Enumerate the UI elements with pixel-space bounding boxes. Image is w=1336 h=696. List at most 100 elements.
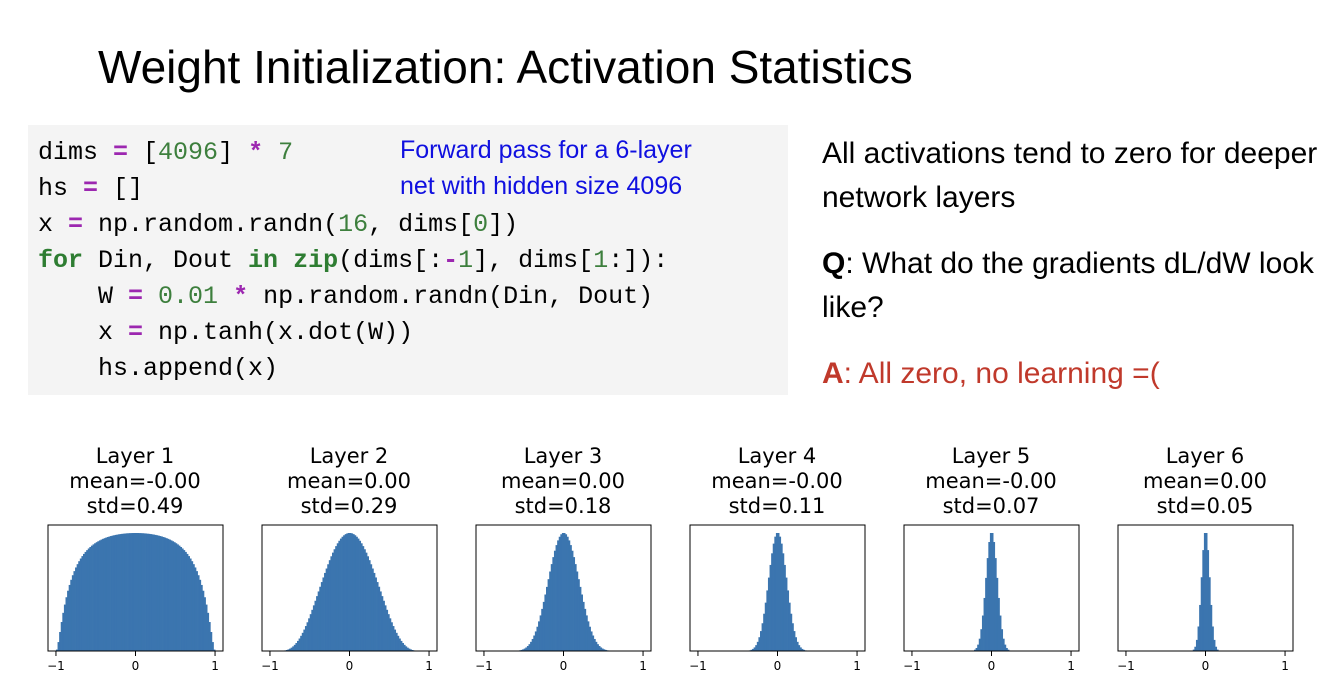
histogram-bar (73, 571, 76, 651)
histogram-bar (135, 533, 138, 651)
histogram-bar (1205, 533, 1208, 651)
histogram-bar (406, 647, 409, 651)
histogram-bar (600, 647, 603, 651)
histogram-bars (972, 533, 1011, 651)
histogram-bar (585, 615, 588, 651)
histogram-bar (105, 537, 108, 651)
histogram-bar (79, 558, 82, 651)
histogram-bar (322, 577, 325, 651)
observation-text: All activations tend to zero for deeper … (822, 137, 1318, 214)
histogram-bar (790, 613, 793, 651)
histogram-bar (536, 626, 539, 651)
chart-std-label: std=0.07 (942, 494, 1040, 518)
histogram-bar (996, 577, 999, 651)
histogram-bar (65, 597, 68, 651)
histogram-bar (1213, 639, 1216, 651)
histogram-bar (539, 615, 542, 651)
histogram-bar (138, 533, 141, 651)
code-line: dims = [4096] * 7 (38, 135, 668, 171)
x-tick-label: −1 (689, 659, 707, 673)
histogram-bar (367, 556, 369, 651)
histogram-bar (1208, 577, 1211, 651)
histogram-chart: −1 0 1 (903, 524, 1080, 673)
histogram-bar (983, 597, 986, 651)
histogram-bar (573, 557, 576, 651)
histogram-bar (89, 546, 92, 651)
x-tick-label: 1 (211, 659, 219, 673)
code-token: * (233, 282, 249, 311)
code-token: 7 (278, 138, 294, 167)
histogram-bar (68, 584, 71, 651)
histogram-bar (788, 602, 791, 651)
histogram-bar (795, 637, 797, 651)
histogram-bar (764, 602, 767, 651)
histogram-panel: Layer 3 mean=0.00 std=0.18 −1 0 1 (468, 440, 658, 690)
histogram-bar (285, 649, 288, 651)
chart-mean-label: mean=0.00 (501, 469, 625, 493)
question-label: Q (822, 247, 846, 280)
histogram-bar (978, 638, 981, 651)
code-line: for Din, Dout in zip(dims[:-1], dims[1:]… (38, 243, 668, 279)
code-line: hs.append(x) (38, 351, 668, 387)
histogram-bar (141, 533, 144, 651)
histogram-bar (118, 534, 120, 651)
code-token: ]) (488, 210, 519, 239)
code-token: ] (218, 138, 249, 167)
histogram-panel: Layer 1 mean=-0.00 std=0.49 −1 0 1 (40, 440, 230, 690)
histogram-bar (526, 646, 529, 651)
histogram-bar (579, 586, 582, 651)
histogram-bar (335, 546, 338, 651)
histogram-bar (170, 540, 173, 651)
histogram-bar (400, 640, 403, 651)
histogram-bar (592, 635, 595, 651)
histogram-bar (210, 632, 213, 651)
histogram-bar (83, 553, 85, 651)
code-token: hs.append(x) (38, 354, 279, 383)
histogram-bar (560, 534, 563, 651)
chart-title: Layer 6 (1165, 444, 1245, 468)
histogram-bar (798, 645, 801, 651)
histogram-bar (55, 649, 58, 651)
histogram-bar (90, 545, 93, 651)
chart-mean-label: mean=-0.00 (711, 469, 843, 493)
histogram-bar (320, 582, 323, 651)
histogram-chart: −1 0 1 (47, 524, 224, 673)
histogram-panel: Layer 4 mean=-0.00 std=0.11 −1 0 1 (682, 440, 872, 690)
code-line: x = np.tanh(x.dot(W)) (38, 315, 668, 351)
histogram-bar (314, 600, 317, 651)
code-annotation-line-2: net with hidden size 4096 (400, 172, 683, 200)
histogram-bar (780, 543, 783, 651)
histogram-bar (181, 548, 184, 651)
histogram-bar (130, 533, 133, 651)
histogram-bar (403, 644, 406, 651)
histogram-bar (338, 540, 341, 651)
code-token (278, 246, 293, 275)
histogram-bar (149, 534, 152, 651)
histogram-bar (332, 552, 334, 651)
histogram-bar (397, 635, 400, 651)
histogram-bar (398, 638, 401, 651)
histogram-bar (124, 533, 127, 651)
code-token: np.random.randn( (83, 210, 339, 239)
histogram-bar (577, 579, 580, 651)
x-tick-label: −1 (1117, 659, 1135, 673)
histogram-bars (55, 533, 216, 651)
histogram-bar (389, 618, 392, 651)
histogram-bar (988, 542, 991, 651)
histogram-bar (1202, 550, 1205, 651)
histogram-bar (297, 640, 299, 651)
histogram-bar (392, 626, 395, 651)
histogram-bar (387, 614, 390, 651)
histogram-bar (352, 534, 355, 651)
histogram-bars (282, 533, 417, 651)
histogram-bar (802, 649, 805, 651)
histogram-bar (360, 543, 363, 651)
histogram-bar (761, 623, 764, 651)
histogram-bar (563, 533, 566, 651)
histogram-bar (777, 533, 780, 651)
histogram-bar (558, 536, 561, 651)
histogram-bar (162, 537, 165, 651)
histogram-bar (75, 567, 78, 651)
code-token: - (443, 246, 459, 275)
histogram-panel: Layer 2 mean=0.00 std=0.29 −1 0 1 (254, 440, 444, 690)
